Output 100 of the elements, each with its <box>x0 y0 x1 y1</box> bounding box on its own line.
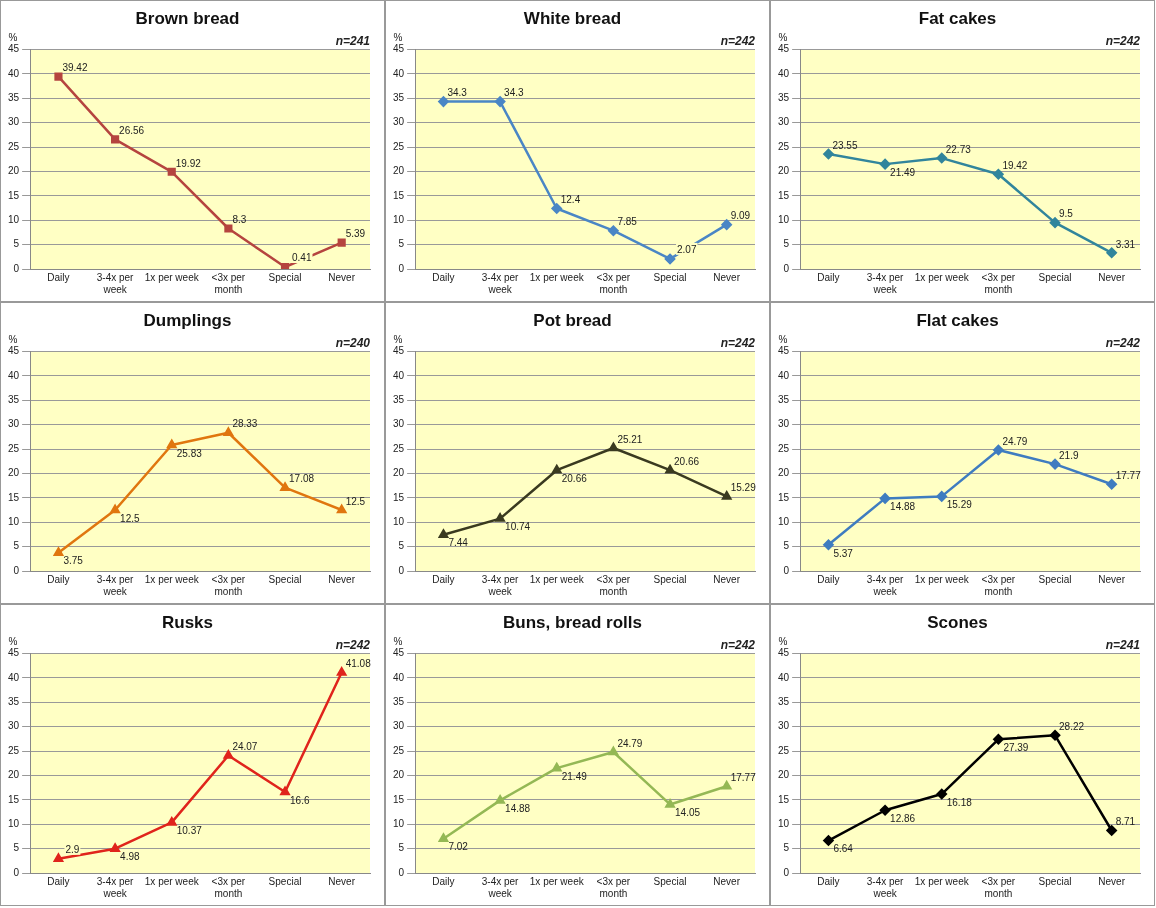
y-tick-label: 10 <box>8 515 20 527</box>
data-label: 10.37 <box>176 825 203 837</box>
y-tick-label: 20 <box>393 165 405 177</box>
x-tick-label: Never <box>713 875 741 887</box>
y-tick-label: 10 <box>393 515 405 527</box>
y-tick-label: 15 <box>778 189 790 201</box>
y-tick-label: 40 <box>778 67 790 79</box>
y-axis-title: % <box>393 636 403 648</box>
y-tick-label: 35 <box>8 91 20 103</box>
y-tick-label: 30 <box>393 116 405 128</box>
data-label: 23.55 <box>832 139 858 151</box>
data-label: 8.3 <box>232 214 247 226</box>
data-label: 20.66 <box>674 455 700 467</box>
point <box>879 493 891 504</box>
point <box>823 539 834 551</box>
y-tick-label: 35 <box>393 695 405 707</box>
point <box>665 799 675 808</box>
chart-title: Pot bread <box>533 310 612 330</box>
data-label: 14.88 <box>505 803 531 815</box>
point <box>993 168 1004 180</box>
y-tick-label: 40 <box>393 67 405 79</box>
x-tick-label: Daily <box>432 573 455 585</box>
y-tick-label: 35 <box>778 695 790 707</box>
data-label: 16.18 <box>946 796 973 808</box>
y-tick-label: 45 <box>8 647 20 659</box>
point <box>552 464 562 474</box>
data-label: 5.37 <box>833 547 854 559</box>
y-axis-title: % <box>778 32 788 44</box>
y-tick-label: 15 <box>778 793 790 805</box>
data-label: 7.02 <box>448 841 469 853</box>
y-tick-label: 25 <box>8 140 20 152</box>
y-axis-title: % <box>778 636 788 648</box>
point <box>721 781 732 790</box>
x-tick-label: Daily <box>47 573 70 585</box>
y-tick-label: 45 <box>8 43 20 55</box>
data-label: 12.5 <box>345 495 366 507</box>
y-tick-label: 15 <box>393 491 405 503</box>
y-tick-label: 5 <box>13 238 20 250</box>
data-label: 20.66 <box>561 472 588 484</box>
data-label: 12.5 <box>120 512 140 524</box>
data-label: 24.07 <box>232 741 258 753</box>
y-tick-label: 20 <box>778 165 790 177</box>
point <box>167 167 176 176</box>
y-tick-label: 15 <box>8 491 20 503</box>
y-tick-label: 25 <box>393 442 405 454</box>
x-tick-label: Special <box>268 875 302 887</box>
data-label: 21.49 <box>561 770 588 782</box>
point <box>110 843 120 852</box>
y-tick-label: 10 <box>8 817 20 829</box>
text: n=242 <box>1105 335 1141 350</box>
y-tick-label: 15 <box>393 189 405 201</box>
data-label: 9.5 <box>1059 208 1074 220</box>
point <box>167 817 177 826</box>
y-tick-label: 10 <box>393 213 405 225</box>
y-tick-label: 25 <box>778 744 790 756</box>
x-tick-label: <3x per month <box>211 573 246 597</box>
point <box>337 238 346 247</box>
x-tick-label: 3-4x per week <box>481 875 520 899</box>
y-tick-label: 45 <box>8 345 20 357</box>
point <box>167 439 177 449</box>
y-tick-label: 15 <box>8 189 20 201</box>
point <box>879 804 891 816</box>
y-tick-label: 40 <box>778 671 790 683</box>
x-tick-label: 3-4x per week <box>866 573 905 597</box>
data-label: 7.44 <box>448 537 469 549</box>
y-tick-label: 40 <box>778 369 790 381</box>
point <box>551 203 562 214</box>
x-tick-label: Special <box>268 271 302 283</box>
y-tick-label: 30 <box>393 418 405 430</box>
x-tick-label: 1x per week <box>914 875 970 887</box>
x-tick-label: 3-4x per week <box>866 271 905 295</box>
chart-title: Flat cakes <box>916 310 999 330</box>
data-label: 25.83 <box>176 447 203 459</box>
x-tick-label: Daily <box>47 271 70 283</box>
point <box>53 547 64 556</box>
y-tick-label: 30 <box>8 720 20 732</box>
x-tick-label: 1x per week <box>144 573 200 585</box>
text: n=241 <box>335 33 371 48</box>
point <box>495 513 505 522</box>
chart-title: Fat cakes <box>918 8 997 28</box>
point <box>936 152 947 164</box>
y-tick-label: 45 <box>393 43 405 55</box>
point <box>721 219 732 230</box>
x-tick-label: <3x per month <box>981 875 1016 899</box>
y-tick-label: 35 <box>8 393 20 405</box>
point <box>280 482 290 491</box>
point <box>280 786 290 796</box>
y-tick-label: 5 <box>783 842 790 854</box>
x-tick-label: Special <box>653 875 687 887</box>
y-tick-label: 0 <box>13 564 20 576</box>
data-label: 8.71 <box>1115 816 1136 828</box>
x-tick-label: Never <box>328 875 356 887</box>
point <box>280 262 290 269</box>
text: n=241 <box>1105 637 1141 652</box>
x-tick-label: Never <box>328 573 356 585</box>
y-tick-label: 25 <box>778 140 790 152</box>
point <box>224 224 233 233</box>
point <box>552 762 562 772</box>
data-label: 4.98 <box>120 851 140 863</box>
x-tick-label: Never <box>1098 573 1126 585</box>
